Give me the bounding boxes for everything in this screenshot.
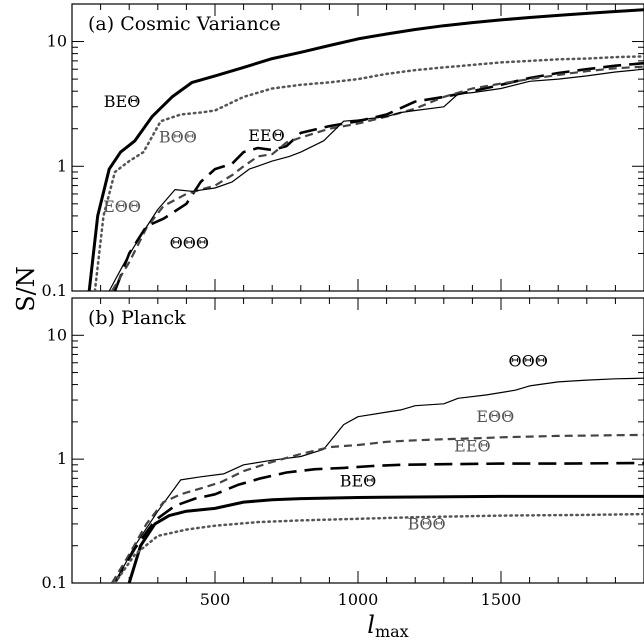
- y-tick-label: 10: [47, 32, 67, 51]
- plot-frame: [71, 3, 644, 292]
- series-label-ett: EΘΘ: [476, 407, 514, 426]
- series-line-ett: [111, 65, 644, 291]
- y-tick-label: 0.1: [42, 573, 67, 592]
- series-label-ett: EΘΘ: [103, 197, 141, 216]
- series-label-ttt: ΘΘΘ: [508, 351, 547, 370]
- series-line-btt: [93, 55, 644, 291]
- x-axis-label-sub: max: [375, 622, 409, 641]
- x-tick-label: 1000: [338, 590, 379, 609]
- series-line-eet: [113, 61, 644, 291]
- series-line-ett: [111, 433, 644, 583]
- panel-title: (a) Cosmic Variance: [88, 13, 281, 35]
- y-tick-label: 10: [47, 325, 67, 344]
- series-label-btt: BΘΘ: [159, 128, 197, 147]
- series-label-bet: BEΘ: [340, 472, 377, 491]
- y-axis-label: S/N: [12, 266, 40, 312]
- series-group: [111, 377, 644, 583]
- y-tick-label: 0.1: [42, 281, 67, 300]
- series-line-bet: [87, 8, 644, 291]
- panel-planck: 0.1 1 10 500 1000 1500 ΘΘΘ EΘΘ EEΘ BEΘ BΘΘ (b) Plan…: [42, 297, 644, 609]
- series-line-eet: [113, 461, 644, 583]
- series-label-btt: BΘΘ: [408, 515, 446, 534]
- series-line-ttt: [108, 68, 644, 291]
- series-label-ttt: ΘΘΘ: [170, 233, 209, 252]
- series-group: [87, 8, 644, 291]
- x-tick-label: 500: [200, 590, 231, 609]
- series-line-ttt: [114, 377, 644, 583]
- panel-title: (b) Planck: [88, 307, 186, 329]
- series-label-bet: BEΘ: [104, 92, 141, 111]
- series-line-btt: [113, 512, 644, 583]
- x-axis-label: lmax: [367, 611, 408, 641]
- x-tick-label: 1500: [481, 590, 522, 609]
- panel-cosmic-variance: 0.1 1 10 BEΘ BΘΘ EEΘ EΘΘ ΘΘΘ (a) Cosmic Variance: [42, 3, 644, 300]
- x-axis-label-main: l: [367, 611, 375, 639]
- series-line-bet: [127, 494, 644, 583]
- y-tick-label: 1: [57, 156, 67, 175]
- y-tick-label: 1: [57, 449, 67, 468]
- series-label-eet: EEΘ: [454, 437, 490, 456]
- series-label-eet: EEΘ: [248, 126, 284, 145]
- plot-frame: [71, 297, 644, 584]
